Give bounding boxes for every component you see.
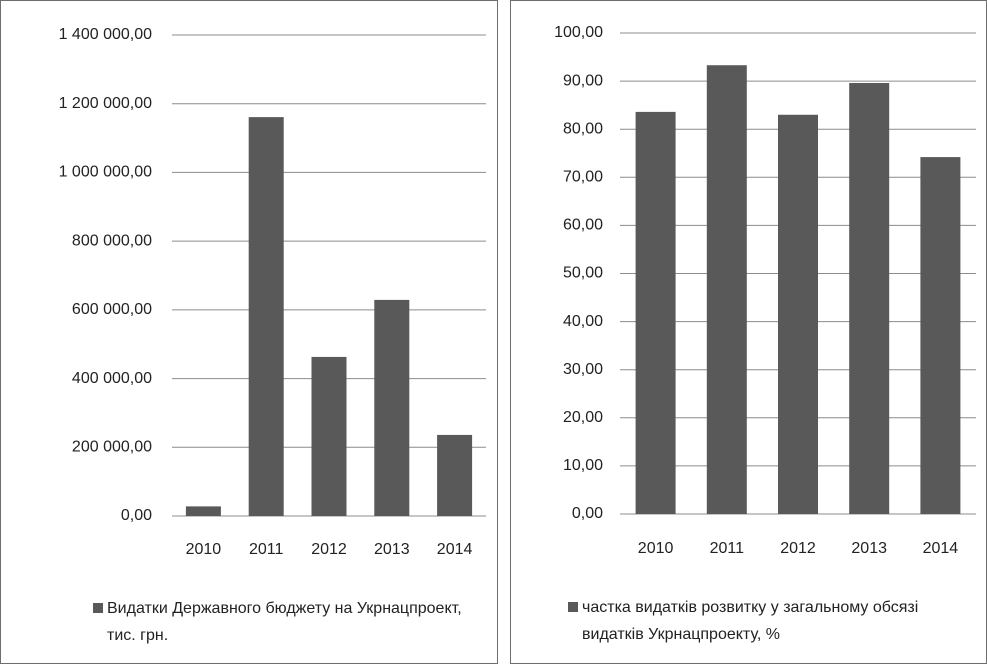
y-tick-label: 70,00 xyxy=(563,169,603,186)
y-tick-label: 1 000 000,00 xyxy=(59,164,153,181)
x-tick-label: 2014 xyxy=(437,541,473,558)
x-tick-label: 2011 xyxy=(249,541,284,558)
x-tick-label: 2014 xyxy=(923,540,959,557)
x-tick-label: 2010 xyxy=(638,540,674,557)
bar xyxy=(248,117,284,516)
legend-swatch xyxy=(93,603,103,613)
y-tick-label: 90,00 xyxy=(563,72,603,89)
legend-label: частка видатків розвитку у загальному об… xyxy=(582,599,919,643)
y-tick-label: 50,00 xyxy=(563,265,603,282)
bar xyxy=(437,434,473,516)
y-tick-label: 30,00 xyxy=(563,361,603,378)
bar xyxy=(374,299,410,516)
y-tick-label: 20,00 xyxy=(563,409,603,426)
x-tick-label: 2011 xyxy=(710,540,745,557)
y-tick-label: 1 400 000,00 xyxy=(59,26,153,43)
y-tick-label: 40,00 xyxy=(563,313,603,330)
legend-label: Видатки Державного бюджету на Укрнацпрое… xyxy=(107,600,462,644)
y-tick-label: 0,00 xyxy=(121,507,152,524)
y-tick-label: 80,00 xyxy=(563,120,603,137)
y-tick-label: 400 000,00 xyxy=(72,370,152,387)
legend-swatch xyxy=(568,602,578,612)
bar xyxy=(311,356,347,516)
bar xyxy=(706,65,747,515)
y-tick-label: 200 000,00 xyxy=(72,439,152,456)
y-tick-label: 0,00 xyxy=(572,505,603,522)
bar xyxy=(920,157,961,514)
y-tick-label: 600 000,00 xyxy=(72,301,152,318)
x-tick-label: 2013 xyxy=(851,540,887,557)
bar xyxy=(778,114,818,515)
x-tick-label: 2013 xyxy=(374,541,410,558)
bar xyxy=(849,83,890,515)
x-tick-label: 2010 xyxy=(186,541,222,558)
x-tick-label: 2012 xyxy=(311,541,347,558)
chart-panel xyxy=(0,0,498,664)
bar xyxy=(185,506,221,516)
y-tick-label: 100,00 xyxy=(554,24,603,41)
bar xyxy=(635,111,676,514)
x-tick-label: 2012 xyxy=(780,540,816,557)
legend-entry: частка видатків розвитку у загальному об… xyxy=(568,594,972,648)
y-tick-label: 60,00 xyxy=(563,217,603,234)
legend-entry: Видатки Державного бюджету на Укрнацпрое… xyxy=(93,595,467,649)
y-tick-label: 800 000,00 xyxy=(72,232,152,249)
y-tick-label: 1 200 000,00 xyxy=(59,95,153,112)
y-tick-label: 10,00 xyxy=(563,457,603,474)
